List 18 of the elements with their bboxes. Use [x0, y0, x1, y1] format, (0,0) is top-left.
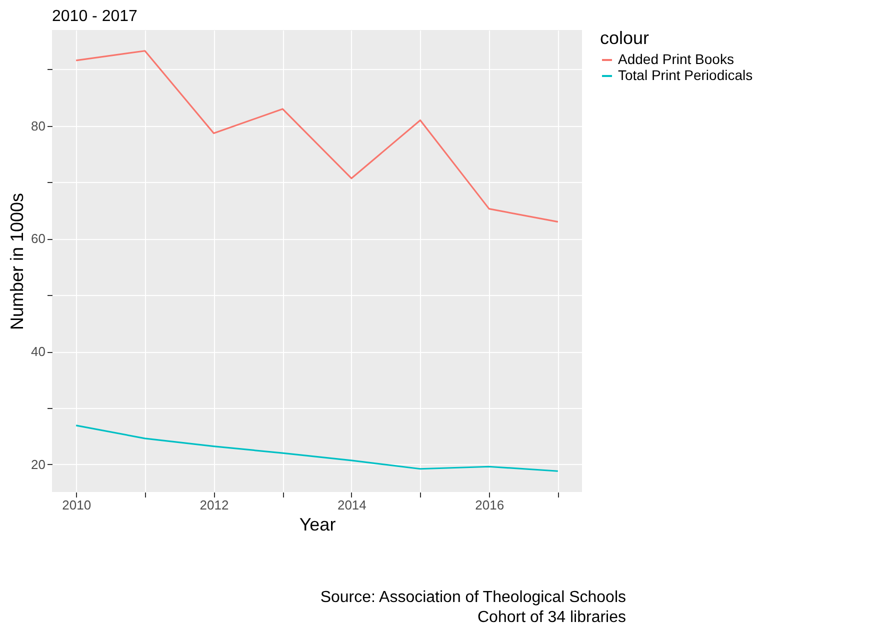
x-axis-title: Year	[299, 514, 336, 534]
y-tick-label: 40	[31, 344, 46, 360]
source-note: Source: Association of Theological Schools	[319, 588, 626, 608]
x-tick-label: 2014	[337, 498, 366, 512]
x-tick-label: 2010	[62, 498, 92, 512]
y-axis-title: Number in 1000s	[7, 192, 28, 330]
y-tick-label: 80	[31, 118, 46, 134]
line-series	[75, 424, 559, 472]
legend-title: colour	[600, 28, 650, 48]
line-series	[75, 50, 559, 223]
x-tick-label: 2016	[475, 498, 504, 512]
legend-label: Total Print Periodicals	[618, 67, 753, 83]
y-tick-label: 20	[31, 456, 46, 472]
legend-label: Added Print Books	[618, 51, 734, 67]
chart-title: 2010 - 2017	[52, 8, 138, 25]
y-tick-label: 60	[31, 231, 46, 246]
text: Cohort of 34 libraries	[476, 608, 626, 628]
x-tick-label: 2012	[200, 498, 229, 512]
